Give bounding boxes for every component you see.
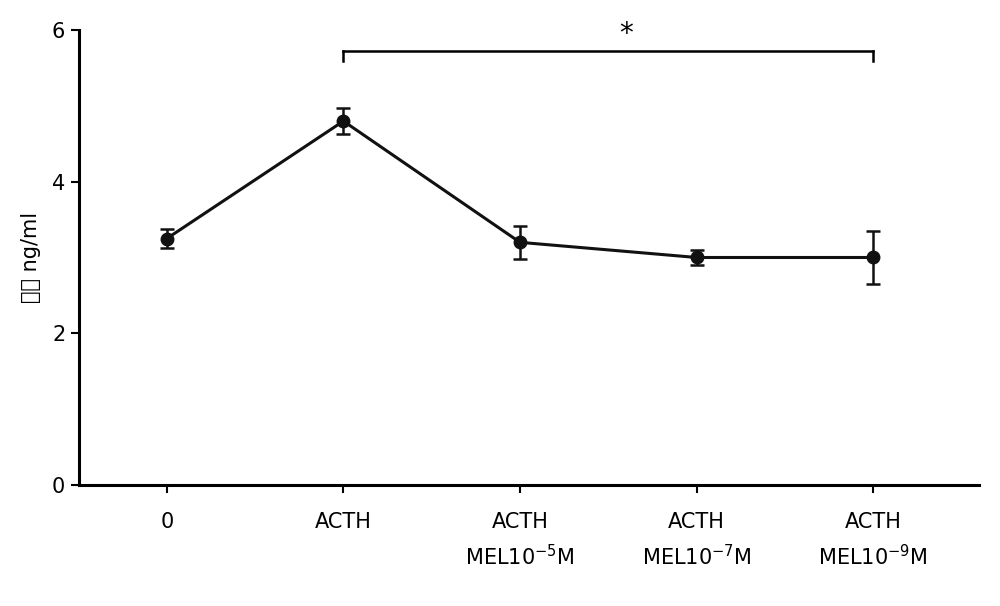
Text: MEL10$^{-5}$M: MEL10$^{-5}$M	[465, 544, 575, 569]
Text: 0: 0	[160, 512, 173, 532]
Y-axis label: 孕酮 ng/ml: 孕酮 ng/ml	[21, 212, 41, 303]
Text: MEL10$^{-7}$M: MEL10$^{-7}$M	[642, 544, 751, 569]
Text: ACTH: ACTH	[668, 512, 725, 532]
Text: *: *	[619, 21, 633, 48]
Text: MEL10$^{-9}$M: MEL10$^{-9}$M	[818, 544, 928, 569]
Text: ACTH: ACTH	[315, 512, 372, 532]
Text: ACTH: ACTH	[845, 512, 902, 532]
Text: ACTH: ACTH	[492, 512, 548, 532]
